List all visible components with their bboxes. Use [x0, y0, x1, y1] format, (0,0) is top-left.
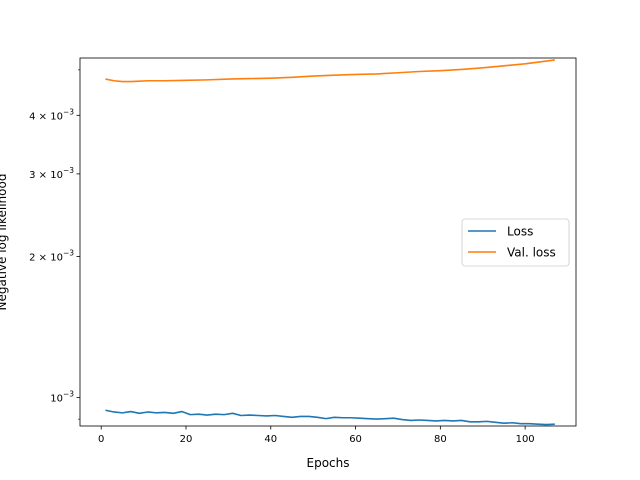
x-tick-label: 20 [180, 434, 193, 445]
x-axis-label: Epochs [307, 456, 350, 470]
series-line-loss [105, 409, 555, 426]
x-ticks: 0 20 40 60 80 100 [98, 426, 535, 445]
y-tick-label: 2 × 10−3 [29, 248, 74, 263]
series-layer [105, 59, 555, 426]
series-line-val-loss [105, 59, 555, 83]
x-tick-label: 100 [516, 434, 535, 445]
x-tick-label: 0 [98, 434, 104, 445]
axes-layer [79, 57, 577, 427]
y-tick-label: 4 × 10−3 [29, 107, 74, 122]
legend-label-val-loss: Val. loss [507, 246, 556, 260]
y-tick-label: 10−3 [50, 390, 74, 405]
y-tick-label: 3 × 10−3 [29, 166, 74, 181]
legend-label-loss: Loss [507, 225, 533, 239]
x-tick-label: 40 [264, 434, 277, 445]
y-ticks: 10−3 2 × 10−3 3 × 10−3 4 × 10−3 [29, 69, 80, 420]
y-axis-label: Negative log likelihood [0, 174, 9, 311]
x-tick-label: 80 [434, 434, 447, 445]
legend: Loss Val. loss [461, 218, 570, 267]
x-tick-label: 60 [349, 434, 362, 445]
plot-frame [79, 57, 577, 427]
